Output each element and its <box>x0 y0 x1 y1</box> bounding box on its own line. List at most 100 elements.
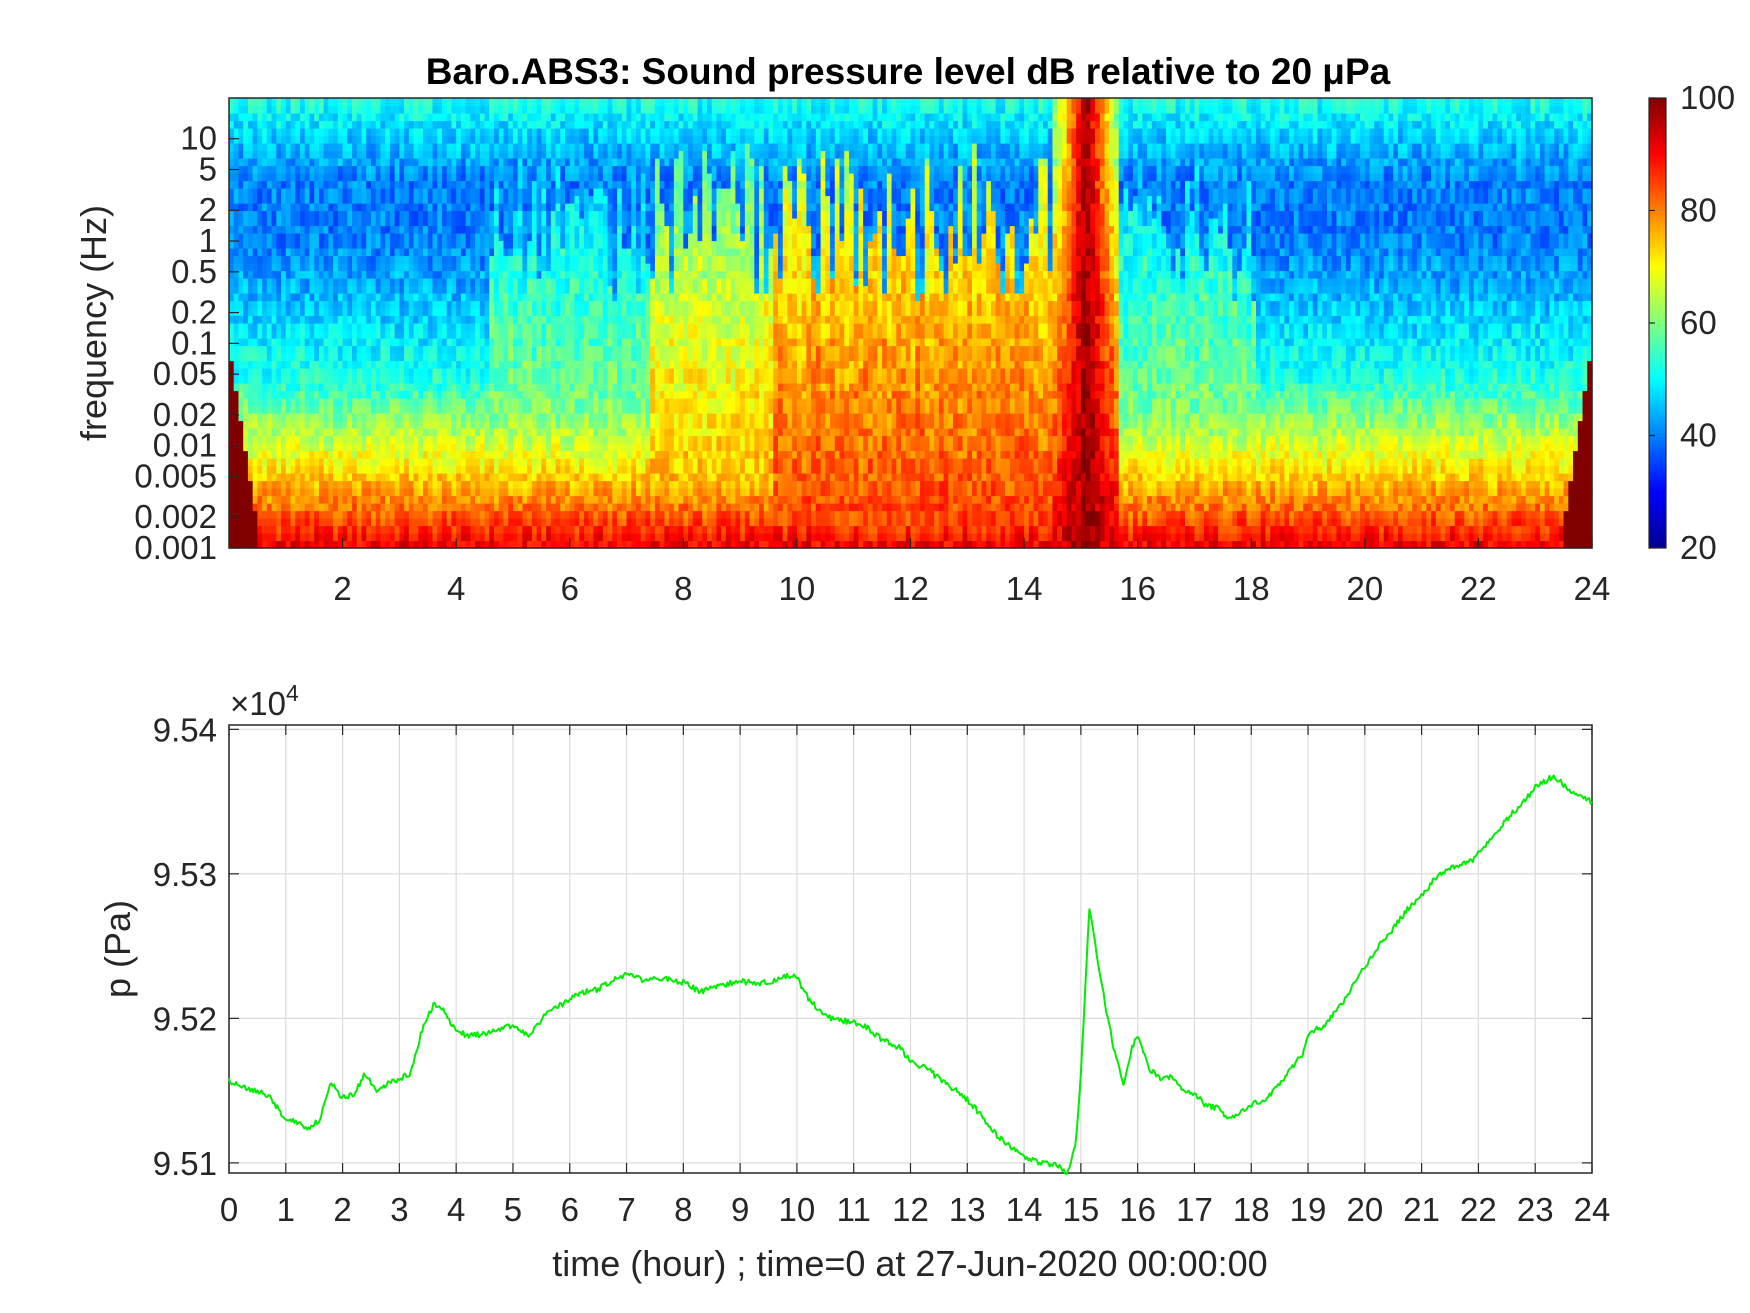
heatmap-cell <box>309 255 315 264</box>
heatmap-cell <box>299 360 306 369</box>
heatmap-cell <box>460 218 467 227</box>
heatmap-cell <box>427 225 434 234</box>
heatmap-cell <box>375 420 382 429</box>
heatmap-cell <box>323 210 329 219</box>
heatmap-cell <box>446 210 453 219</box>
heatmap-cell <box>588 435 595 444</box>
heatmap-cell <box>290 338 296 347</box>
heatmap-cell <box>427 458 434 467</box>
heatmap-cell <box>437 435 443 444</box>
heatmap-cell <box>555 458 561 467</box>
heatmap-cell <box>598 338 604 347</box>
heatmap-cell <box>418 428 424 437</box>
heatmap-cell <box>475 495 481 504</box>
heatmap-cell <box>318 218 325 227</box>
heatmap-cell <box>233 383 240 392</box>
heatmap-cell <box>229 105 235 114</box>
heatmap-cell <box>470 195 476 204</box>
heatmap-cell <box>583 195 590 204</box>
heatmap-cell <box>427 105 434 114</box>
heatmap-cell <box>427 278 434 287</box>
heatmap-cell <box>470 263 476 272</box>
heatmap-cell <box>404 195 410 204</box>
heatmap-cell <box>366 195 372 204</box>
heatmap-cell <box>404 128 410 137</box>
heatmap-cell <box>243 98 249 107</box>
heatmap-cell <box>276 240 282 249</box>
heatmap-cell <box>593 195 599 204</box>
heatmap-cell <box>484 465 490 474</box>
heatmap-cell <box>408 323 415 332</box>
heatmap-cell <box>489 533 495 542</box>
heatmap-cell <box>612 143 618 152</box>
heatmap-cell <box>598 300 604 309</box>
heatmap-cell <box>612 210 618 219</box>
heatmap-cell <box>527 300 533 309</box>
heatmap-cell <box>437 240 443 249</box>
heatmap-cell <box>413 390 419 399</box>
heatmap-cell <box>418 233 424 242</box>
heatmap-cell <box>333 248 339 257</box>
heatmap-cell <box>323 458 329 467</box>
heatmap-cell <box>560 300 566 309</box>
heatmap-cell <box>427 233 434 242</box>
heatmap-cell <box>413 353 419 362</box>
heatmap-cell <box>588 398 595 407</box>
heatmap-cell <box>252 158 258 167</box>
heatmap-cell <box>337 128 344 137</box>
heatmap-cell <box>583 255 590 264</box>
heatmap-cell <box>394 533 400 542</box>
heatmap-cell <box>541 360 547 369</box>
heatmap-cell <box>247 428 254 437</box>
heatmap-cell <box>299 263 306 272</box>
heatmap-cell <box>565 473 571 482</box>
heatmap-cell <box>602 503 609 512</box>
heatmap-cell <box>370 285 377 294</box>
heatmap-cell <box>546 540 552 549</box>
heatmap-cell <box>432 428 438 437</box>
heatmap-cell <box>508 270 514 279</box>
heatmap-cell <box>262 495 268 504</box>
heatmap-cell <box>470 330 476 339</box>
heatmap-cell <box>423 248 429 257</box>
heatmap-cell <box>290 375 296 384</box>
heatmap-cell <box>389 218 396 227</box>
heatmap-cell <box>546 135 552 144</box>
heatmap-cell <box>546 203 552 212</box>
heatmap-cell <box>441 135 448 144</box>
heatmap-cell <box>574 383 580 392</box>
heatmap-cell <box>522 458 528 467</box>
heatmap-cell <box>285 278 292 287</box>
heatmap-cell <box>399 428 405 437</box>
heatmap-cell <box>494 473 500 482</box>
heatmap-cell <box>550 375 557 384</box>
heatmap-cell <box>503 345 509 354</box>
heatmap-cell <box>560 420 566 429</box>
heatmap-cell <box>441 398 448 407</box>
heatmap-cell <box>323 105 329 114</box>
heatmap-cell <box>418 255 424 264</box>
heatmap-cell <box>423 503 429 512</box>
heatmap-cell <box>560 330 566 339</box>
heatmap-cell <box>281 248 287 257</box>
heatmap-cell <box>290 465 296 474</box>
heatmap-cell <box>560 495 566 504</box>
heatmap-cell <box>479 105 486 114</box>
heatmap-cell <box>465 405 471 414</box>
heatmap-cell <box>389 150 396 159</box>
heatmap-cell <box>252 473 258 482</box>
heatmap-cell <box>229 405 235 414</box>
heatmap-cell <box>276 345 282 354</box>
heatmap-cell <box>247 158 254 167</box>
heatmap-cell <box>247 488 254 497</box>
heatmap-cell <box>569 188 576 197</box>
heatmap-cell <box>617 338 623 347</box>
heatmap-cell <box>541 428 547 437</box>
heatmap-cell <box>465 398 471 407</box>
heatmap-cell <box>560 383 566 392</box>
heatmap-cell <box>418 278 424 287</box>
heatmap-cell <box>432 495 438 504</box>
heatmap-cell <box>247 293 254 302</box>
heatmap-cell <box>247 323 254 332</box>
heatmap-cell <box>356 158 363 167</box>
